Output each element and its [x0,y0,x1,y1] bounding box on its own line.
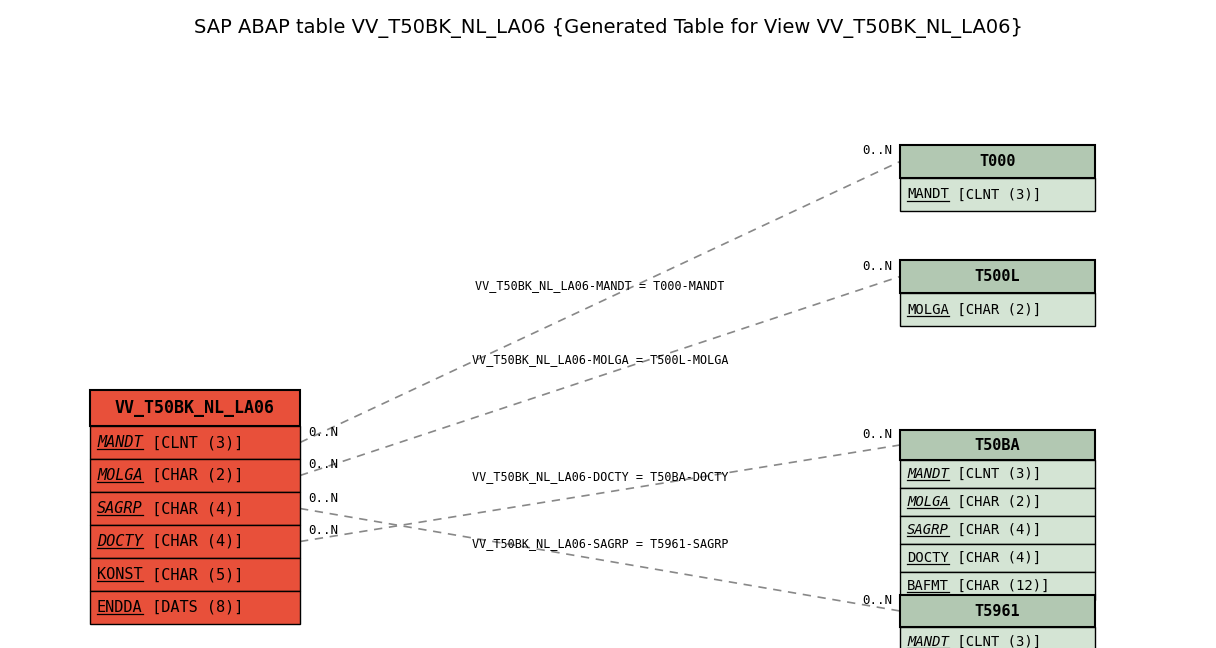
Bar [900,178,1094,211]
Text: MANDT: MANDT [907,467,948,481]
Text: VV_T50BK_NL_LA06-MANDT = T000-MANDT: VV_T50BK_NL_LA06-MANDT = T000-MANDT [475,279,725,292]
Text: MANDT: MANDT [97,435,142,450]
Bar [900,544,1094,572]
Text: DOCTY: DOCTY [97,534,142,549]
Text: [CLNT (3)]: [CLNT (3)] [948,635,1041,648]
Text: [CHAR (4)]: [CHAR (4)] [143,534,243,549]
Text: [CLNT (3)]: [CLNT (3)] [948,467,1041,481]
Text: T5961: T5961 [975,603,1020,618]
Text: MANDT: MANDT [907,187,948,202]
Text: T500L: T500L [975,269,1020,284]
Text: [CHAR (4)]: [CHAR (4)] [948,523,1041,537]
Bar [900,260,1094,293]
Bar [900,627,1094,648]
Text: VV_T50BK_NL_LA06-DOCTY = T50BA-DOCTY: VV_T50BK_NL_LA06-DOCTY = T50BA-DOCTY [472,470,728,483]
Text: MOLGA: MOLGA [97,468,142,483]
Bar [90,525,300,558]
Bar [900,572,1094,600]
Bar [900,516,1094,544]
Text: 0..N: 0..N [308,459,338,472]
Bar [900,595,1094,627]
Bar [90,390,300,426]
Text: MOLGA: MOLGA [907,495,948,509]
Text: 0..N: 0..N [862,428,893,441]
Text: 0..N: 0..N [862,259,893,273]
Text: 0..N: 0..N [862,594,893,607]
Bar [900,460,1094,488]
Bar [90,426,300,459]
Text: 0..N: 0..N [308,491,338,505]
Text: MANDT: MANDT [907,635,948,648]
Text: SAGRP: SAGRP [907,523,948,537]
Bar [900,293,1094,326]
Text: BAFMT: BAFMT [907,579,948,593]
Text: 0..N: 0..N [862,145,893,157]
Text: 0..N: 0..N [308,524,338,537]
Text: [CHAR (4)]: [CHAR (4)] [143,501,243,516]
Text: [CHAR (4)]: [CHAR (4)] [948,551,1041,565]
Text: KONST: KONST [97,567,142,582]
Text: VV_T50BK_NL_LA06-MOLGA = T500L-MOLGA: VV_T50BK_NL_LA06-MOLGA = T500L-MOLGA [472,353,728,366]
Text: [CHAR (5)]: [CHAR (5)] [143,567,243,582]
Text: T000: T000 [979,154,1015,169]
Bar [90,459,300,492]
Bar [900,145,1094,178]
Text: VV_T50BK_NL_LA06-SAGRP = T5961-SAGRP: VV_T50BK_NL_LA06-SAGRP = T5961-SAGRP [472,537,728,550]
Text: SAGRP: SAGRP [97,501,142,516]
Text: SAP ABAP table VV_T50BK_NL_LA06 {Generated Table for View VV_T50BK_NL_LA06}: SAP ABAP table VV_T50BK_NL_LA06 {Generat… [193,18,1023,38]
Text: [CHAR (2)]: [CHAR (2)] [948,303,1041,316]
Text: [CHAR (2)]: [CHAR (2)] [143,468,243,483]
Text: VV_T50BK_NL_LA06: VV_T50BK_NL_LA06 [116,399,275,417]
Text: T50BA: T50BA [975,437,1020,452]
Text: [CHAR (2)]: [CHAR (2)] [948,495,1041,509]
Bar [90,492,300,525]
Bar [900,430,1094,460]
Bar [90,591,300,624]
Text: [CHAR (12)]: [CHAR (12)] [948,579,1049,593]
Text: [DATS (8)]: [DATS (8)] [143,600,243,615]
Text: 0..N: 0..N [308,426,338,439]
Text: [CLNT (3)]: [CLNT (3)] [948,187,1041,202]
Text: DOCTY: DOCTY [907,551,948,565]
Bar [90,558,300,591]
Text: [CLNT (3)]: [CLNT (3)] [143,435,243,450]
Bar [900,488,1094,516]
Text: MOLGA: MOLGA [907,303,948,316]
Text: ENDDA: ENDDA [97,600,142,615]
